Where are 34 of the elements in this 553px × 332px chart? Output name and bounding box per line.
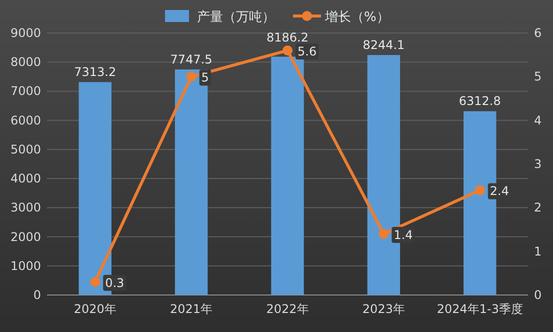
y2-tick-label: 4: [534, 113, 542, 128]
data-label: 7747.5: [170, 52, 212, 66]
y2-tick-label: 0: [534, 288, 542, 302]
data-label: 5: [201, 70, 209, 85]
data-label: 8244.1: [362, 38, 405, 52]
y-tick-label: 1000: [10, 258, 41, 273]
y-tick-label: 6000: [10, 113, 41, 128]
y2-tick-label: 5: [534, 70, 542, 84]
y-tick-label: 5000: [10, 142, 41, 156]
data-label: 5.6: [298, 44, 317, 58]
legend-label: 增长（%）: [324, 10, 390, 25]
data-label: 6312.8: [458, 94, 501, 108]
y-tick-label: 3000: [10, 200, 41, 215]
x-tick-label: 2022年: [266, 302, 309, 316]
x-tick-label: 2023年: [362, 302, 405, 316]
data-label: 7313.2: [74, 65, 116, 80]
y2-tick-label: 2: [534, 200, 542, 215]
y-tick-label: 7000: [10, 84, 41, 98]
y-tick-label: 8000: [10, 55, 41, 70]
data-label: 0.3: [105, 276, 124, 290]
data-label: 2.4: [490, 184, 509, 198]
y-tick-label: 2000: [10, 230, 41, 244]
legend-label: 产量（万吨）: [197, 10, 275, 25]
x-tick-label: 2024年1-3季度: [436, 302, 523, 316]
x-tick-label: 2020年: [74, 302, 116, 316]
y-tick-label: 9000: [10, 26, 41, 40]
y2-tick-label: 1: [534, 244, 542, 258]
x-tick-label: 2021年: [170, 302, 213, 316]
y-tick-label: 4000: [10, 172, 41, 186]
data-label: 8186.2: [266, 30, 308, 44]
y2-tick-label: 3: [534, 157, 542, 171]
data-label: 1.4: [394, 228, 413, 242]
y-tick-label: 0: [33, 288, 41, 302]
y2-tick-label: 6: [534, 26, 542, 40]
